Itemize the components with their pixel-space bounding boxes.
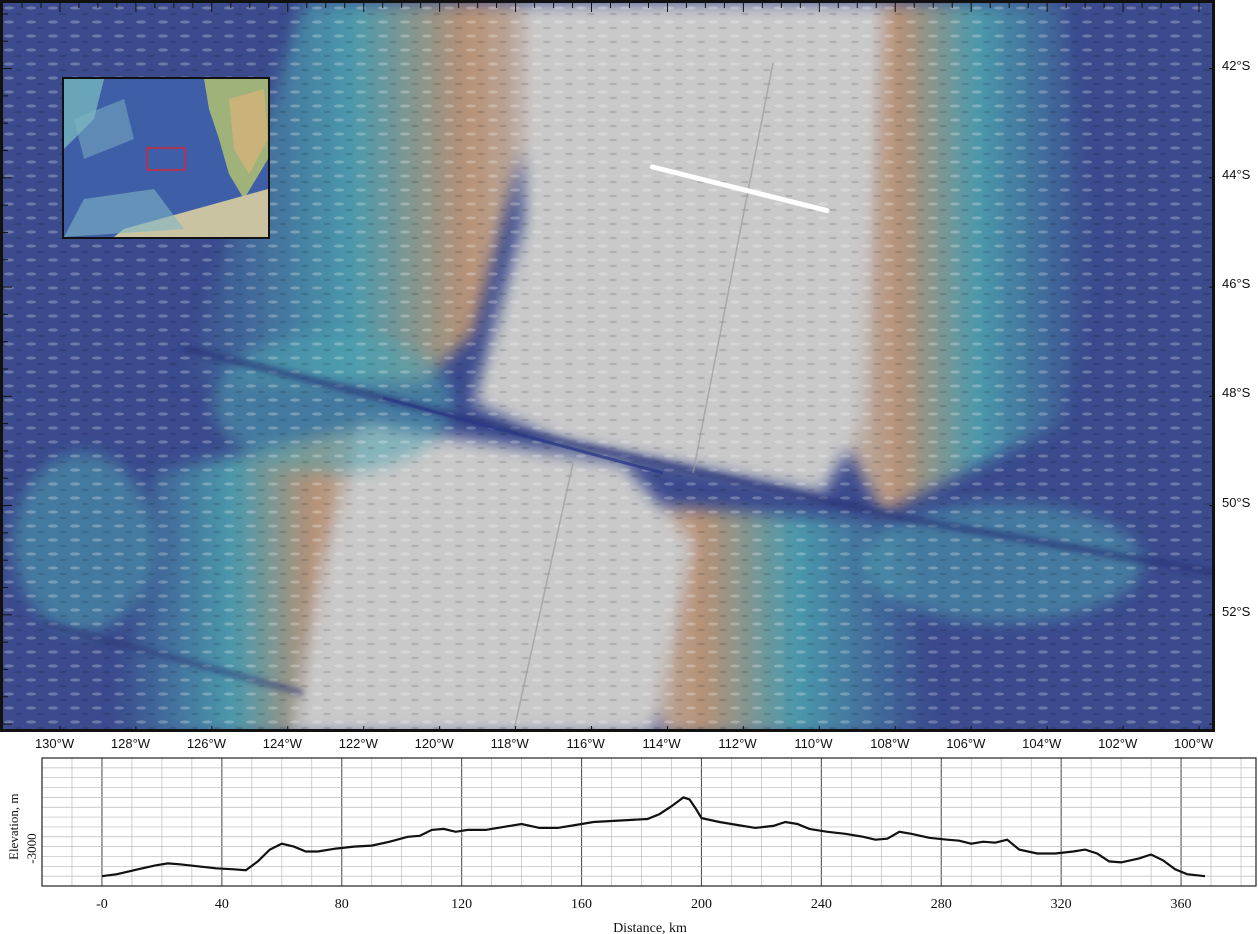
- longitude-label: 128°W: [110, 736, 151, 751]
- map-frame-ticks: [3, 3, 1212, 729]
- latitude-label: 46°S: [1222, 276, 1251, 292]
- longitude-label: 122°W: [338, 736, 378, 751]
- profile-y-tick-label: -3000: [24, 833, 39, 863]
- bathymetry-map[interactable]: [0, 0, 1215, 732]
- longitude-label: 112°W: [718, 736, 757, 751]
- longitude-label: 100°W: [1174, 736, 1214, 751]
- profile-x-tick-label: 320: [1051, 897, 1072, 912]
- profile-track-line: [649, 164, 830, 214]
- inset-map-graphic: [64, 79, 268, 237]
- latitude-label: 52°S: [1222, 603, 1251, 619]
- profile-x-tick-label: 40: [215, 897, 229, 912]
- profile-y-axis-label: Elevation, m: [6, 794, 21, 860]
- profile-x-tick-labels: -0 40 80 120 160 200 240 280 320 360: [96, 897, 1191, 912]
- profile-x-tick-label: 240: [811, 897, 832, 912]
- longitude-label: 124°W: [262, 736, 302, 751]
- longitude-label: 104°W: [1022, 736, 1062, 751]
- longitude-label: 116°W: [566, 736, 605, 751]
- inset-region-box: [146, 147, 186, 171]
- elevation-profile-chart[interactable]: -0 40 80 120 160 200 240 280 320 360 Distance, km…: [0, 748, 1258, 934]
- profile-x-tick-label: 120: [451, 897, 472, 912]
- longitude-label: 120°W: [414, 736, 454, 751]
- latitude-label: 50°S: [1222, 494, 1251, 510]
- profile-series-line: [101, 796, 1206, 878]
- profile-x-tick-label: 160: [571, 897, 592, 912]
- longitude-label: 118°W: [490, 736, 529, 751]
- latitude-label: 42°S: [1222, 57, 1251, 73]
- profile-x-tick-label: 360: [1171, 897, 1192, 912]
- longitude-label: 130°W: [34, 736, 75, 751]
- location-inset-map[interactable]: [62, 77, 270, 239]
- latitude-label: 44°S: [1222, 166, 1251, 182]
- longitude-label: 110°W: [794, 736, 833, 751]
- profile-x-tick-label: 280: [931, 897, 952, 912]
- profile-x-axis-label: Distance, km: [613, 921, 687, 934]
- longitude-label: 114°W: [642, 736, 681, 751]
- longitude-label: 108°W: [870, 736, 910, 751]
- profile-grid: [41, 757, 1256, 887]
- latitude-label: 48°S: [1222, 385, 1251, 401]
- longitude-label: 126°W: [186, 736, 226, 751]
- profile-x-tick-label: 200: [691, 897, 712, 912]
- longitude-label: 102°W: [1098, 736, 1138, 751]
- profile-x-tick-label: -0: [96, 897, 108, 912]
- profile-x-tick-label: 80: [335, 897, 349, 912]
- longitude-label: 106°W: [946, 736, 986, 751]
- profile-plot-frame: [41, 757, 1257, 887]
